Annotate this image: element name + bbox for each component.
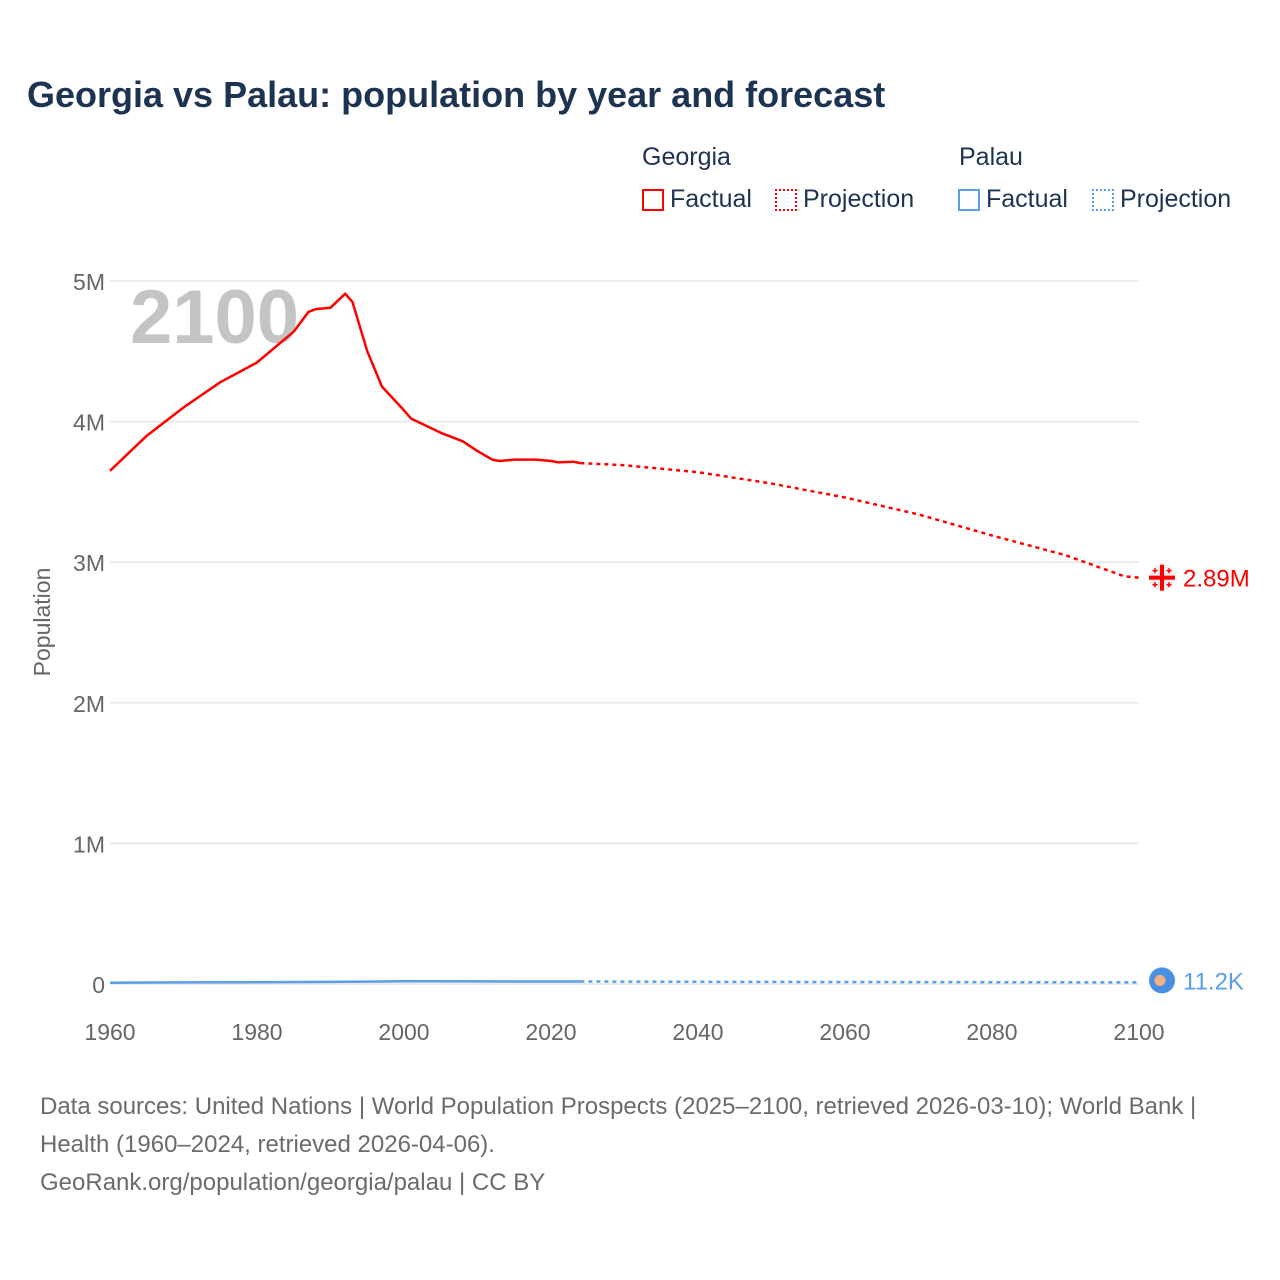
legend-label: Projection [1120,185,1232,213]
georgia-end-label: 2.89M [1183,566,1250,593]
x-tick-label: 2040 [672,1019,723,1045]
y-tick-label: 4M [73,410,105,436]
y-tick-label: 1M [73,831,105,857]
flag-small-cross [1168,582,1170,588]
y-axis-label: Population [29,568,55,677]
legend-swatch-dotted [1092,188,1114,211]
legend-palau-factual[interactable]: Factual [958,185,1068,214]
legend-group-georgia: Georgia [642,143,731,171]
palau-end-label: 11.2K [1183,968,1244,995]
x-tick-label: 2020 [525,1019,576,1045]
georgia-projection-line [580,461,1140,579]
flag-small-cross [1154,582,1156,588]
legend-palau-projection[interactable]: Projection [1092,185,1231,214]
sources-text: Data sources: United Nations | World Pop… [40,1093,1197,1158]
georgia-factual-line [109,292,581,472]
flag-small-cross [1154,568,1156,574]
x-tick-label: 1980 [231,1019,282,1045]
x-tick-label: 2080 [966,1019,1017,1045]
x-tick-label: 2100 [1113,1019,1164,1045]
data-sources: Data sources: United Nations | World Pop… [40,1088,1240,1202]
y-tick-label: 0 [92,972,105,998]
flag-cross [1160,564,1164,591]
legend-label: Projection [803,185,915,213]
legend-georgia-factual[interactable]: Factual [642,185,752,214]
legend-swatch-dotted [775,188,797,211]
legend-group-palau: Palau [959,143,1023,171]
legend-swatch-solid [642,188,664,211]
flag-disc [1154,974,1166,986]
x-tick-label: 2060 [819,1019,870,1045]
y-tick-label: 5M [73,269,105,295]
x-tick-label: 1960 [84,1019,135,1045]
attribution-link[interactable]: GeoRank.org/population/georgia/palau | C… [40,1169,546,1196]
flag-small-cross [1168,568,1170,574]
year-watermark: 2100 [130,275,299,360]
chart-title: Georgia vs Palau: population by year and… [27,74,886,115]
legend-label: Factual [986,185,1068,213]
y-tick-label: 3M [73,550,105,576]
legend-georgia-projection[interactable]: Projection [775,185,914,214]
legend-swatch-solid [958,188,980,211]
x-tick-label: 2000 [378,1019,429,1045]
palau-factual-line [109,980,581,984]
y-tick-label: 2M [73,691,105,717]
palau-projection-line [580,980,1140,984]
legend-label: Factual [670,185,752,213]
